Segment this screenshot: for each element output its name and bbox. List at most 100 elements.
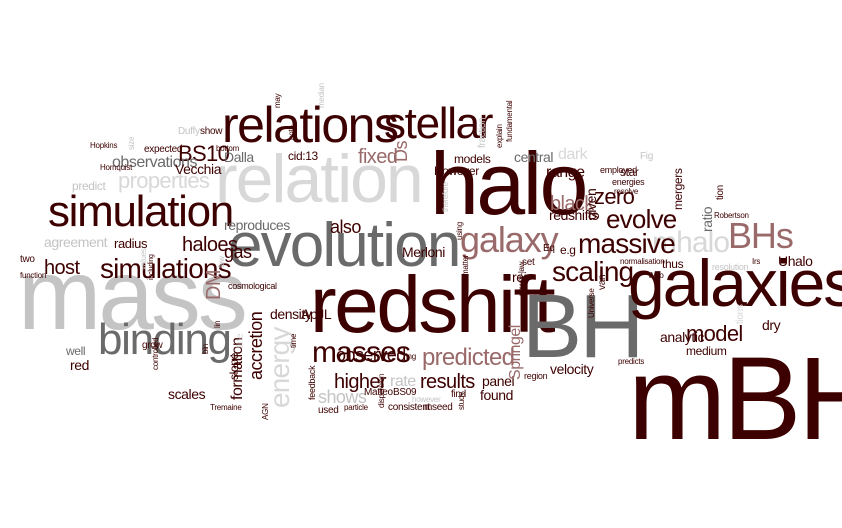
cloud-word-few: few: [217, 256, 226, 268]
cloud-word-note: note: [287, 125, 296, 140]
cloud-word-bin: bin: [201, 344, 210, 354]
cloud-word-observed: observed: [336, 345, 406, 365]
cloud-word-dispersion: dispersion: [377, 373, 386, 408]
cloud-word-line: line: [235, 333, 246, 348]
cloud-word-scaling: scaling: [552, 256, 634, 287]
cloud-word-fraction: fraction: [477, 117, 488, 148]
cloud-word-ds: Ds: [391, 141, 411, 162]
cloud-word-hopkins: Hopkins: [90, 141, 118, 150]
cloud-word-matter: matter: [461, 254, 470, 276]
cloud-word-analytic: analytic: [660, 329, 705, 345]
cloud-word-binding: binding: [98, 315, 232, 364]
cloud-word-region: region: [524, 371, 548, 381]
cloud-word-central: central: [514, 149, 554, 165]
cloud-word-power-law: power-law: [517, 261, 526, 296]
cloud-word-well: well: [66, 344, 86, 358]
cloud-word-bs10: BS10: [178, 141, 230, 166]
cloud-word-normalisation: normalisation: [620, 257, 665, 266]
cloud-word-predicts: predicts: [618, 357, 645, 366]
cloud-word-stellar: stellar: [384, 99, 493, 148]
cloud-word-controlled: controlled: [151, 337, 160, 370]
cloud-word-also: also: [330, 217, 361, 237]
cloud-word-size: size: [127, 136, 136, 150]
cloud-word-fixed: fixed: [358, 146, 398, 168]
cloud-word-zero: zero: [594, 184, 635, 209]
cloud-word-relation: relation: [215, 141, 424, 217]
cloud-word-model: model: [686, 321, 743, 346]
cloud-word-models: models: [454, 152, 491, 166]
cloud-word-simulations: simulations: [100, 253, 232, 284]
cloud-word-properties: properties: [118, 168, 210, 193]
cloud-word-predicted: predicted: [422, 344, 515, 371]
cloud-word-radius: radius: [114, 236, 148, 251]
cloud-word-bs09: BS09: [393, 387, 417, 398]
cloud-word-observations: observations: [112, 154, 197, 171]
cloud-word-tremaine: Tremaine: [210, 403, 242, 412]
cloud-word-eq: Eq: [543, 243, 555, 254]
cloud-word-redshift: redshift: [310, 260, 556, 349]
cloud-word-e-g: e.g: [560, 243, 576, 257]
cloud-word-explain: explain: [495, 124, 504, 148]
cloud-word-irs: Irs: [752, 257, 761, 266]
cloud-word-agn: AGN: [261, 403, 270, 420]
cloud-word-cid-13: cid:13: [288, 149, 318, 163]
cloud-word-panel: panel: [482, 373, 515, 389]
cloud-word-universe: Universe: [587, 288, 596, 318]
cloud-word-van: van: [597, 274, 608, 290]
cloud-word-velocity: velocity: [550, 361, 594, 377]
cloud-word-lin: lin: [213, 320, 222, 328]
cloud-word-ing: ing: [406, 352, 416, 361]
cloud-word-however: however: [412, 395, 441, 404]
cloud-word-density: density: [270, 306, 312, 322]
cloud-word-springel: Springel: [507, 325, 524, 380]
cloud-word-gas: gas: [224, 242, 252, 262]
cloud-word-bh: BH: [522, 277, 644, 377]
cloud-word-predict: predict: [72, 179, 106, 193]
cloud-word-mass: mass: [18, 239, 248, 351]
cloud-word-reproduces: reproduces: [224, 217, 290, 233]
cloud-word-cosmological: cosmological: [228, 281, 277, 291]
cloud-word-feedback: feedback: [307, 365, 317, 400]
cloud-word-bhs: BHs: [728, 215, 794, 256]
cloud-word-galaxies: galaxies: [628, 246, 842, 320]
cloud-word-given: given: [583, 188, 599, 220]
cloud-word-duffy: Duffy: [178, 126, 200, 137]
cloud-word-set: set: [522, 257, 535, 268]
cloud-word-relations: relations: [222, 97, 399, 153]
cloud-word-range: range: [546, 164, 585, 181]
cloud-word-time: time: [289, 333, 298, 348]
cloud-word-accretion: accretion: [246, 311, 266, 380]
cloud-word-thus: thus: [662, 257, 684, 271]
cloud-word-halo: halo: [430, 134, 588, 233]
cloud-word-tions: tions: [735, 304, 746, 324]
cloud-word-robertson: Robertson: [714, 211, 749, 220]
cloud-word-mhalo: mhalo: [652, 226, 730, 259]
cloud-word-however: However: [434, 164, 479, 178]
cloud-word-uhalo: Uhalo: [778, 253, 813, 269]
cloud-word-mbh: mBH: [628, 333, 842, 465]
cloud-word-two: two: [20, 254, 35, 265]
cloud-word-tion: tion: [715, 185, 726, 200]
cloud-word-merloni: Merloni: [402, 244, 445, 260]
cloud-word-consistent: consistent: [388, 402, 431, 413]
cloud-word-resolution: resolution: [712, 262, 749, 272]
cloud-word-rate: rate: [390, 373, 416, 390]
cloud-word-may: may: [273, 93, 282, 108]
cloud-word-dalla: Dalla: [224, 149, 254, 165]
cloud-word-evolution: evolution: [228, 211, 461, 280]
cloud-word-expected: expected: [144, 144, 183, 155]
cloud-word-dark: dark: [558, 146, 588, 163]
cloud-word-matteo: Matteo: [364, 387, 393, 398]
cloud-word-woo: Woo: [648, 271, 664, 280]
cloud-word-redshifts: redshifts: [549, 207, 599, 223]
cloud-word-ratio: ratio: [699, 206, 715, 232]
cloud-word-galaxy: galaxy: [460, 219, 559, 260]
cloud-word-haloes: haloes: [182, 234, 238, 256]
cloud-word-mseed: mseed: [424, 402, 453, 413]
cloud-word-using: using: [455, 222, 464, 240]
cloud-word-median: median: [317, 83, 326, 108]
cloud-word-vecchia: Vecchia: [175, 161, 222, 177]
cloud-word-red: red: [70, 357, 89, 373]
cloud-word-fundamental: fundamental: [505, 100, 514, 142]
